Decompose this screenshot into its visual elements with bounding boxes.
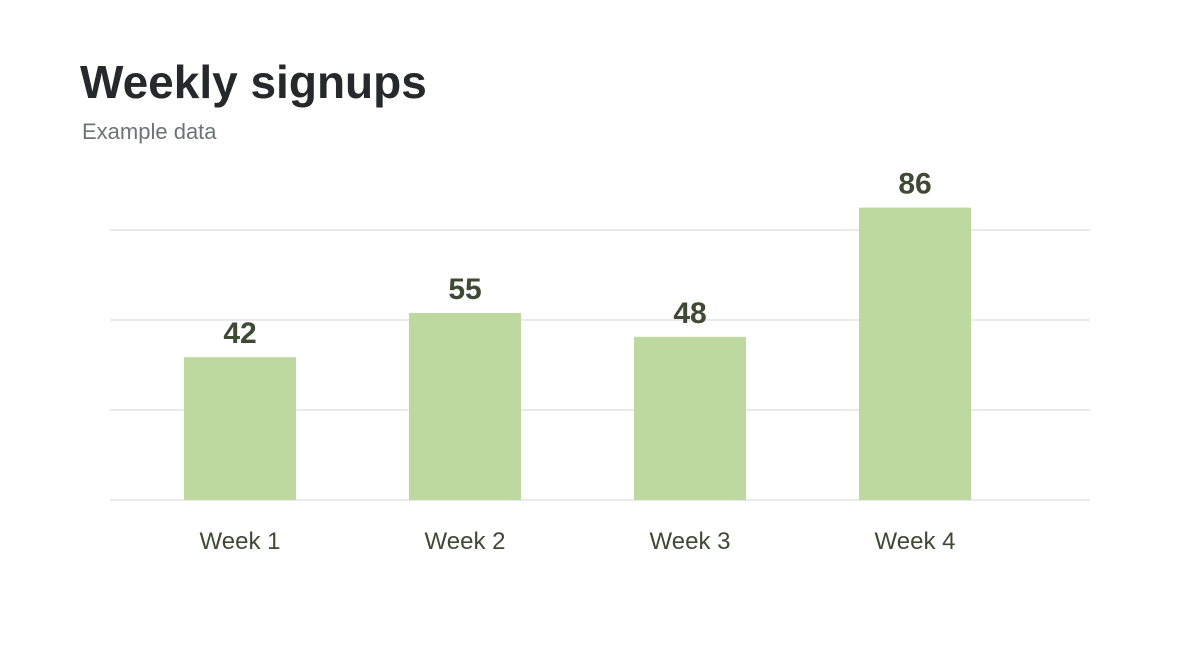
x-tick-label: Week 1 bbox=[200, 528, 281, 555]
value-label: 42 bbox=[223, 317, 256, 350]
chart-title: Weekly signups bbox=[80, 56, 427, 108]
x-tick-label: Week 2 bbox=[425, 528, 506, 555]
chart-subtitle: Example data bbox=[82, 119, 217, 144]
bar bbox=[859, 207, 971, 500]
bar bbox=[184, 357, 296, 500]
value-label: 55 bbox=[448, 273, 481, 306]
x-tick-label: Week 4 bbox=[875, 528, 956, 555]
x-tick-label: Week 3 bbox=[650, 528, 731, 555]
value-label: 48 bbox=[673, 297, 706, 330]
bar bbox=[409, 313, 521, 500]
bar bbox=[634, 336, 746, 500]
value-label: 86 bbox=[898, 168, 931, 201]
